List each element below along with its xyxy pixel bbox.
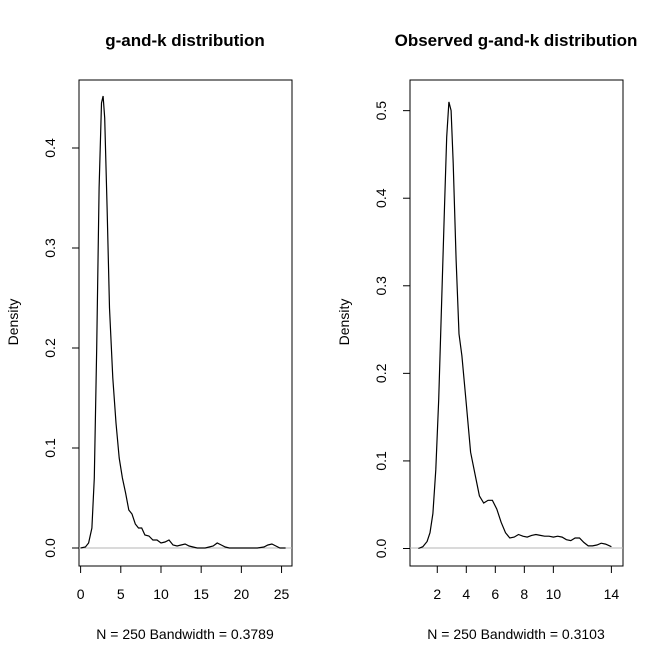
x-tick-label-left: 25 — [274, 586, 290, 602]
x-tick-label-left: 5 — [117, 586, 125, 602]
x-tick-label-right: 2 — [433, 586, 441, 602]
density-curve-right — [418, 101, 612, 550]
y-tick-label-right: 0.5 — [373, 101, 389, 121]
y-tick-label-left: 0.1 — [42, 438, 58, 458]
y-tick-label-left: 0.2 — [42, 338, 58, 358]
y-tick-label-right: 0.1 — [373, 451, 389, 471]
ticks-right: 2 4 6 8 10 14 0.0 0.1 0.2 0.3 0.4 0.5 — [373, 101, 619, 602]
x-tick-label-right: 6 — [491, 586, 499, 602]
panel-right: Observed g-and-k distribution 2 4 6 8 10 14 0.… — [336, 31, 637, 642]
y-tick-label-right: 0.4 — [373, 188, 389, 208]
x-tick-label-right: 14 — [604, 586, 620, 602]
ticks-left: 0 5 10 15 20 25 0.0 0.1 0.2 0.3 0.4 — [42, 138, 290, 602]
y-tick-label-left: 0.3 — [42, 238, 58, 258]
x-axis-label-left: N = 250 Bandwidth = 0.3789 — [96, 626, 274, 642]
x-axis-label-right: N = 250 Bandwidth = 0.3103 — [427, 626, 605, 642]
y-tick-label-right: 0.2 — [373, 363, 389, 383]
chart-title-left: g-and-k distribution — [105, 31, 265, 50]
x-tick-label-left: 10 — [153, 586, 169, 602]
x-tick-label-right: 10 — [546, 586, 562, 602]
panel-left: g-and-k distribution 0 5 10 15 20 25 0.0 0.1 0.2… — [5, 31, 293, 642]
y-tick-label-left: 0.0 — [42, 538, 58, 558]
density-curve-left — [80, 95, 286, 549]
plot-frame-right — [409, 79, 624, 567]
x-tick-label-right: 4 — [462, 586, 470, 602]
chart-title-right: Observed g-and-k distribution — [395, 31, 638, 50]
x-tick-label-left: 0 — [77, 586, 85, 602]
y-axis-label-right: Density — [336, 299, 352, 346]
x-tick-label-left: 15 — [193, 586, 209, 602]
y-axis-label-left: Density — [5, 299, 21, 346]
y-tick-label-right: 0.0 — [373, 539, 389, 559]
x-tick-label-right: 8 — [520, 586, 528, 602]
y-tick-label-right: 0.3 — [373, 276, 389, 296]
y-tick-label-left: 0.4 — [42, 138, 58, 158]
plot-frame-left — [78, 79, 293, 567]
x-tick-label-left: 20 — [234, 586, 250, 602]
